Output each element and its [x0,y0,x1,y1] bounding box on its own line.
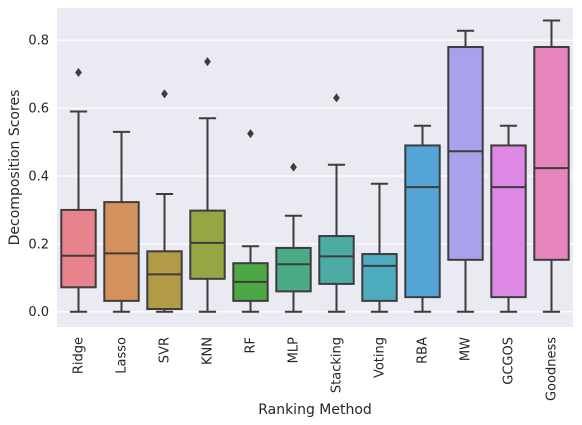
y-tick-labels: 0.0 0.2 0.4 0.6 0.8 [28,34,49,320]
y-axis-label: Decomposition Scores [7,90,23,246]
box-knn [189,57,226,313]
outlier-point [247,129,254,139]
box-ridge [60,67,97,313]
box-rba [404,124,441,313]
x-tick-label: SVR [158,337,173,363]
box-mlp [275,162,312,313]
x-tick-label: Voting [373,337,388,378]
iqr-box [490,144,527,299]
box-voting [361,182,398,313]
iqr-box [275,246,312,293]
x-tick-label: Ridge [72,337,87,374]
outlier-point [161,89,168,99]
x-tick-labels: Ridge Lasso SVR KNN RF MLP Stacking Voting RBA MW… [72,337,560,401]
y-tick-label: 0.6 [28,102,49,117]
grid-lines [57,39,573,313]
box-gcgos [490,124,527,313]
iqr-box [361,253,398,302]
box-svr [146,89,183,313]
outlier-point [333,93,340,103]
plot-area [57,8,573,327]
iqr-box [146,250,183,311]
iqr-box [447,46,484,261]
box-rf [232,129,269,313]
iqr-box [60,208,97,289]
x-tick-label: MLP [287,337,302,363]
boxes [60,19,570,313]
x-tick-label: RF [244,337,259,354]
x-tick-label: Goodness [545,337,560,401]
outlier-point [75,67,82,77]
iqr-box [533,46,570,261]
x-axis-label: Ranking Method [258,402,372,418]
box-goodness [533,19,570,313]
x-tick-label: RBA [416,337,431,364]
x-tick-label: KNN [201,337,216,365]
iqr-box [404,144,441,299]
y-tick-label: 0.2 [28,237,49,252]
box-lasso [103,130,140,313]
y-tick-label: 0.8 [28,34,49,49]
x-tick-label: MW [459,337,474,361]
y-tick-label: 0.4 [28,169,49,184]
outlier-point [204,57,211,67]
iqr-box [318,235,355,285]
iqr-box [103,201,140,302]
y-tick-label: 0.0 [28,305,49,320]
box-mw [447,29,484,313]
box-stacking [318,93,355,313]
outlier-point [290,162,297,172]
x-tick-label: Lasso [115,337,130,374]
iqr-box [189,209,226,280]
x-tick-label: GCGOS [502,337,517,385]
x-tick-label: Stacking [330,337,345,393]
